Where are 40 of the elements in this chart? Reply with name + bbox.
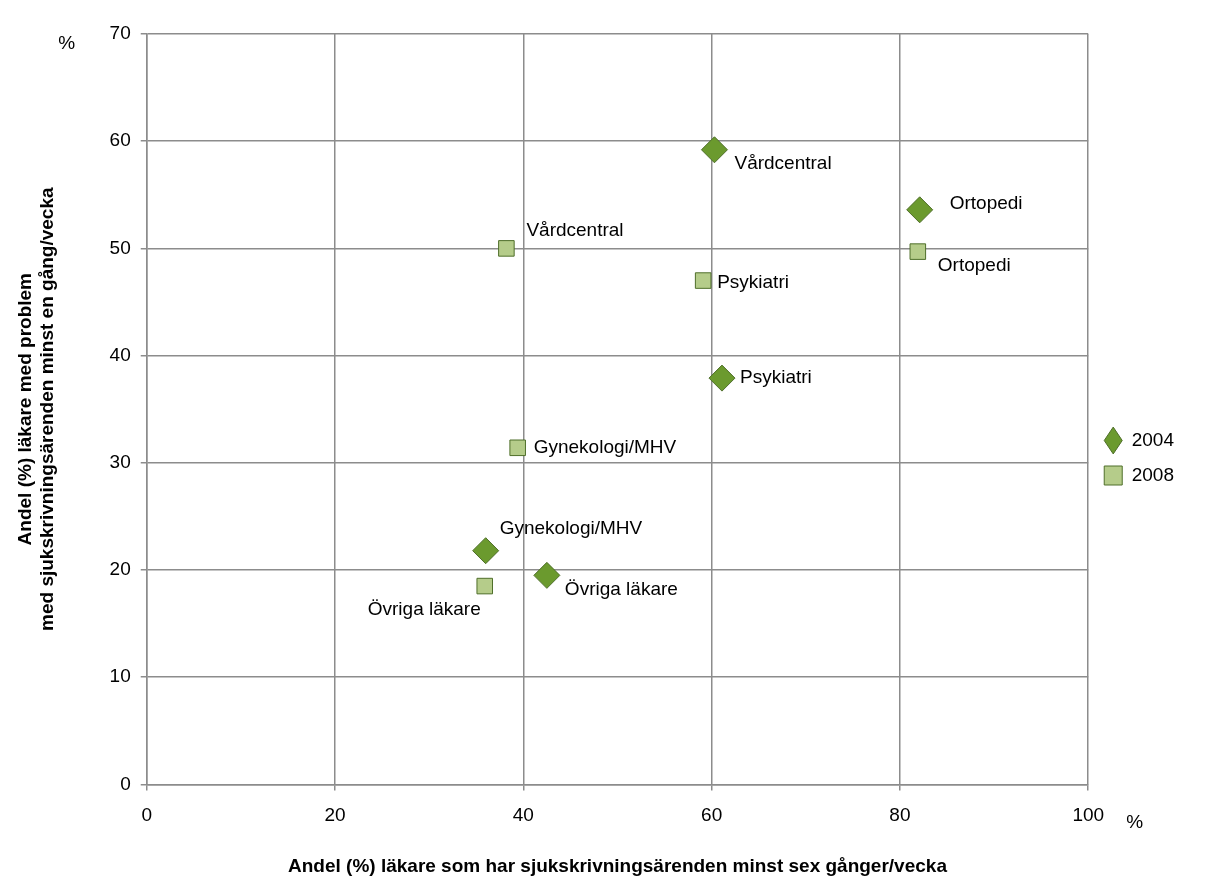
annotation: Gynekologi/MHV <box>499 516 643 538</box>
y-tick-label: 30 <box>109 451 131 473</box>
y-tick-label: 60 <box>109 129 131 151</box>
point <box>909 243 927 260</box>
x-tick-label: 80 <box>889 804 911 826</box>
annotation: Psykiatri <box>739 366 812 388</box>
y-tick-label: 50 <box>109 236 131 258</box>
x-axis-title: Andel (%) läkare som har sjukskrivningsärenden minst sex gånger/vecka <box>288 854 948 876</box>
point <box>906 196 934 224</box>
point <box>498 240 515 257</box>
legend-label: 2008 <box>1131 463 1175 485</box>
y-tick-label: 70 <box>109 22 131 44</box>
point <box>700 136 728 164</box>
annotation: Övriga läkare <box>564 577 678 599</box>
y-tick-label: 0 <box>120 772 131 794</box>
text: % <box>1126 810 1144 832</box>
annotation: Övriga läkare <box>367 598 481 620</box>
x-tick-label: 60 <box>701 804 723 826</box>
annotation: Ortopedi <box>937 253 1011 275</box>
y-tick-label: 40 <box>109 343 131 365</box>
point <box>708 364 736 392</box>
point <box>472 537 500 565</box>
y-axis-title: Andel (%) läkare med problem med sjukskrivningsärenden minst en gång/vecka <box>13 187 58 631</box>
x-tick-label: 40 <box>512 804 534 826</box>
legend-label: 2004 <box>1131 428 1175 450</box>
annotation: Vårdcentral <box>526 218 624 240</box>
y-tick-label: 20 <box>109 558 131 580</box>
point <box>533 561 561 589</box>
point <box>509 439 526 457</box>
annotation: Psykiatri <box>717 270 789 292</box>
point <box>476 577 494 595</box>
x-tick-label: 100 <box>1072 804 1105 826</box>
x-tick-label: 0 <box>141 804 153 826</box>
annotation: Gynekologi/MHV <box>533 436 677 458</box>
text: % <box>58 32 76 54</box>
x-tick-label: 20 <box>324 804 346 826</box>
annotation: Ortopedi <box>949 192 1023 214</box>
point <box>694 272 712 289</box>
y-tick-label: 10 <box>109 665 131 687</box>
annotation: Vårdcentral <box>734 152 832 174</box>
